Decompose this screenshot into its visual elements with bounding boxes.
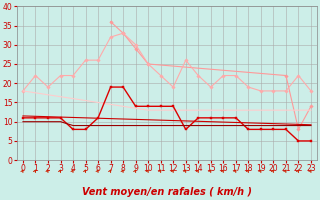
X-axis label: Vent moyen/en rafales ( km/h ): Vent moyen/en rafales ( km/h ) <box>82 187 252 197</box>
